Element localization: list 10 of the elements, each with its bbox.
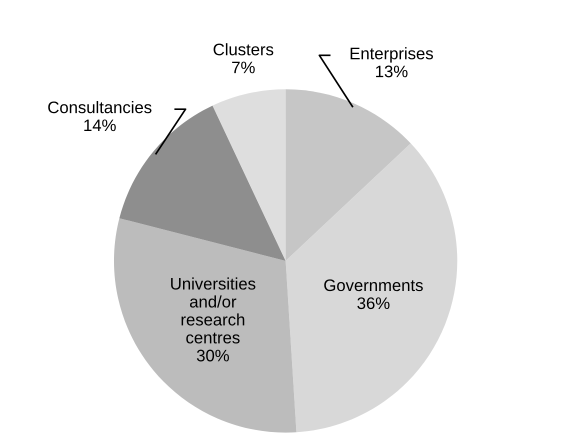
data-label: 7% [232, 62, 255, 74]
data-label: 30% [196, 350, 229, 362]
data-label: 13% [376, 66, 408, 78]
slice-label: Universities and/or research centres [171, 277, 256, 344]
slice-label: Clusters [214, 43, 274, 56]
data-label: 14% [84, 119, 116, 132]
slice-label: Governments [324, 279, 423, 292]
slice-label: Consultancies [48, 101, 152, 114]
data-label: 36% [357, 297, 390, 310]
slice-label: Enterprises [350, 47, 433, 63]
